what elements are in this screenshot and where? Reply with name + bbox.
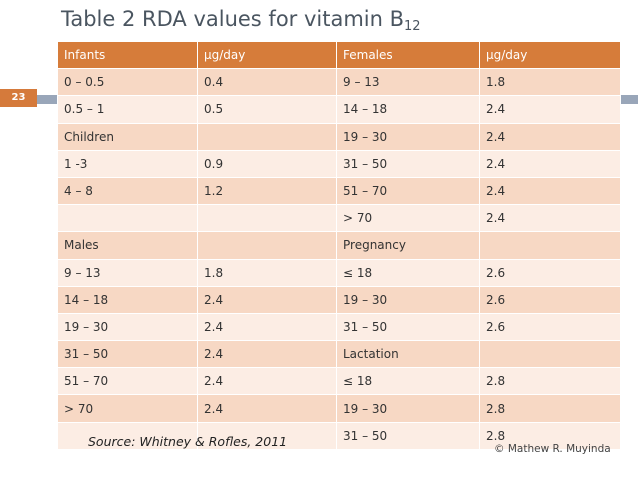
table-row: > 70 2.4 (57, 204, 621, 233)
header-infants: Infants (57, 40, 198, 70)
table-cell: 2.4 (197, 285, 337, 314)
table-row: > 70 2.4 19 – 30 2.8 (57, 394, 621, 423)
table-row: 31 – 50 2.8 (57, 421, 621, 450)
table-cell (57, 204, 198, 233)
table-cell: 2.4 (479, 122, 621, 151)
table-row: 31 – 50 2.4 Lactation (57, 340, 621, 369)
table-cell: 0 – 0.5 (57, 68, 198, 97)
table-row: 9 – 13 1.8 ≤ 18 2.6 (57, 258, 621, 287)
table-row: 0.5 – 1 0.5 14 – 18 2.4 (57, 95, 621, 124)
table-cell: 4 – 8 (57, 176, 198, 206)
table-cell: 2.6 (479, 285, 621, 314)
table-cell: 19 – 30 (57, 312, 198, 342)
table-row: 14 – 18 2.4 19 – 30 2.6 (57, 285, 621, 314)
table-cell: 31 – 50 (336, 149, 480, 178)
left-accent-bar (37, 95, 57, 104)
table-cell: 0.5 (197, 95, 337, 124)
table-cell: 51 – 70 (336, 176, 480, 206)
table-cell: 1 -3 (57, 149, 198, 178)
table-cell (197, 122, 337, 151)
table-cell (479, 340, 621, 369)
slide-title-subscript: 12 (404, 19, 421, 34)
table-cell: Lactation (336, 340, 480, 369)
table-row: 4 – 8 1.2 51 – 70 2.4 (57, 176, 621, 206)
table-cell: 2.4 (197, 312, 337, 342)
table-cell (197, 204, 337, 233)
table-cell: 0.4 (197, 68, 337, 97)
table-row: Males Pregnancy (57, 231, 621, 260)
table-cell: 14 – 18 (336, 95, 480, 124)
table-cell: 2.6 (479, 258, 621, 287)
table-cell: 19 – 30 (336, 285, 480, 314)
table-cell: 2.4 (479, 176, 621, 206)
table-cell: 19 – 30 (336, 394, 480, 423)
table-cell: 1.8 (197, 258, 337, 287)
table-header-row: Infants μg/day Females μg/day (57, 40, 621, 70)
right-accent-bar (620, 95, 638, 104)
table-cell (479, 231, 621, 260)
table-row: 1 -3 0.9 31 – 50 2.4 (57, 149, 621, 178)
table-cell: 1.2 (197, 176, 337, 206)
slide-title-text: Table 2 RDA values for vitamin B (61, 7, 405, 31)
table-row: 0 – 0.5 0.4 9 – 13 1.8 (57, 68, 621, 97)
table-cell: > 70 (336, 204, 480, 233)
table-cell: 31 – 50 (336, 421, 480, 450)
slide-number: 23 (0, 89, 37, 107)
table-cell: 9 – 13 (336, 68, 480, 97)
table-cell: ≤ 18 (336, 367, 480, 396)
copyright-notice: © Mathew R. Muyinda (494, 443, 611, 455)
header-females: Females (336, 40, 480, 70)
table-cell: ≤ 18 (336, 258, 480, 287)
table-cell: Children (57, 122, 198, 151)
rda-table: Infants μg/day Females μg/day 0 – 0.5 0.4… (57, 40, 621, 450)
table-cell (57, 421, 198, 450)
table-cell: 14 – 18 (57, 285, 198, 314)
table-body: 0 – 0.5 0.4 9 – 13 1.8 0.5 – 1 0.5 14 – 18 2.4 C… (57, 68, 621, 450)
table-cell: 1.8 (479, 68, 621, 97)
table-cell: 2.4 (479, 95, 621, 124)
table-cell: 31 – 50 (57, 340, 198, 369)
table-row: 19 – 30 2.4 31 – 50 2.6 (57, 312, 621, 342)
source-citation: Source: Whitney & Rofles, 2011 (88, 434, 288, 449)
table-cell (197, 421, 337, 450)
table-cell: 2.4 (197, 394, 337, 423)
table-cell: 19 – 30 (336, 122, 480, 151)
table-cell: 2.8 (479, 394, 621, 423)
table-cell: 2.8 (479, 367, 621, 396)
table-row: 51 – 70 2.4 ≤ 18 2.8 (57, 367, 621, 396)
table-cell (197, 231, 337, 260)
table-cell: 2.4 (197, 367, 337, 396)
table-cell: Males (57, 231, 198, 260)
table-cell: 2.8 (479, 421, 621, 450)
table-cell: 51 – 70 (57, 367, 198, 396)
table-cell: Pregnancy (336, 231, 480, 260)
table-cell: 0.9 (197, 149, 337, 178)
slide-title: Table 2 RDA values for vitamin B12 (61, 7, 421, 34)
table-cell: 2.4 (197, 340, 337, 369)
table-cell: 2.6 (479, 312, 621, 342)
table-cell: 0.5 – 1 (57, 95, 198, 124)
table-cell: 2.4 (479, 204, 621, 233)
header-females-unit: μg/day (479, 40, 621, 70)
table-cell: > 70 (57, 394, 198, 423)
table-cell: 9 – 13 (57, 258, 198, 287)
table-cell: 31 – 50 (336, 312, 480, 342)
table-cell: 2.4 (479, 149, 621, 178)
header-infants-unit: μg/day (197, 40, 337, 70)
table-row: Children 19 – 30 2.4 (57, 122, 621, 151)
